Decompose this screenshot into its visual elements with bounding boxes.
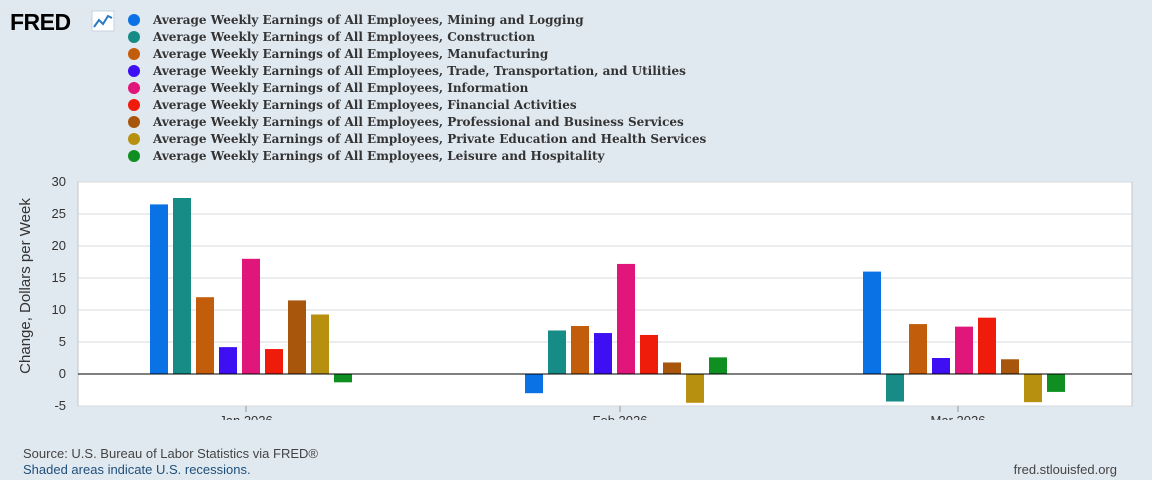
legend-label: Average Weekly Earnings of All Employees… (153, 12, 584, 27)
legend-label: Average Weekly Earnings of All Employees… (153, 80, 529, 95)
footer-source: Source: U.S. Bureau of Labor Statistics … (23, 446, 318, 478)
x-tick-label: Mar 2026 (931, 413, 986, 420)
legend-item[interactable]: Average Weekly Earnings of All Employees… (128, 28, 706, 45)
legend-item[interactable]: Average Weekly Earnings of All Employees… (128, 62, 706, 79)
legend-label: Average Weekly Earnings of All Employees… (153, 131, 707, 146)
legend-item[interactable]: Average Weekly Earnings of All Employees… (128, 96, 706, 113)
bar[interactable] (196, 297, 214, 374)
legend-swatch (128, 132, 140, 145)
y-tick-label: -5 (54, 398, 66, 413)
bar[interactable] (525, 374, 543, 394)
legend-item[interactable]: Average Weekly Earnings of All Employees… (128, 113, 706, 130)
source-text: Source: U.S. Bureau of Labor Statistics … (23, 446, 318, 461)
bar[interactable] (265, 349, 283, 374)
y-tick-label: 15 (52, 270, 66, 285)
x-tick-label: Feb 2026 (593, 413, 648, 420)
bar[interactable] (663, 362, 681, 374)
legend-swatch (128, 81, 140, 94)
y-tick-label: 0 (59, 366, 66, 381)
legend-label: Average Weekly Earnings of All Employees… (153, 29, 535, 44)
bar[interactable] (955, 326, 973, 374)
bar[interactable] (548, 330, 566, 374)
legend-item[interactable]: Average Weekly Earnings of All Employees… (128, 79, 706, 96)
y-tick-label: 5 (59, 334, 66, 349)
bar[interactable] (863, 271, 881, 374)
legend-label: Average Weekly Earnings of All Employees… (153, 114, 684, 129)
bar[interactable] (709, 357, 727, 374)
bar[interactable] (571, 326, 589, 374)
fred-logo[interactable]: FRED (10, 6, 120, 36)
bar[interactable] (1024, 374, 1042, 403)
fred-logo-text: FRED (10, 9, 71, 35)
bar[interactable] (932, 358, 950, 374)
legend-label: Average Weekly Earnings of All Employees… (153, 148, 605, 163)
bar[interactable] (1001, 359, 1019, 374)
bar[interactable] (594, 333, 612, 374)
x-axis-ticks: Jan 2026 Feb 2026 Mar 2026 (219, 406, 985, 420)
bar[interactable] (686, 374, 704, 403)
y-tick-label: 30 (52, 174, 66, 189)
bar[interactable] (242, 258, 260, 374)
y-tick-label: 20 (52, 238, 66, 253)
legend-item[interactable]: Average Weekly Earnings of All Employees… (128, 11, 706, 28)
bar[interactable] (219, 347, 237, 374)
y-tick-label: 10 (52, 302, 66, 317)
legend-label: Average Weekly Earnings of All Employees… (153, 97, 577, 112)
y-tick-label: 25 (52, 206, 66, 221)
y-axis-label: Change, Dollars per Week (17, 198, 34, 374)
legend-swatch (128, 13, 140, 26)
legend-swatch (128, 115, 140, 128)
bars (150, 198, 1065, 403)
bar[interactable] (886, 374, 904, 402)
legend-swatch (128, 98, 140, 111)
recession-note-link[interactable]: Shaded areas indicate U.S. recessions. (23, 462, 251, 477)
bar[interactable] (1047, 374, 1065, 392)
legend-swatch (128, 64, 140, 77)
bar[interactable] (311, 314, 329, 374)
bar[interactable] (334, 374, 352, 383)
bar[interactable] (288, 300, 306, 374)
legend-label: Average Weekly Earnings of All Employees… (153, 63, 686, 78)
bar[interactable] (150, 204, 168, 374)
legend-swatch (128, 47, 140, 60)
legend-swatch (128, 149, 140, 162)
site-url: fred.stlouisfed.org (1013, 462, 1117, 477)
line-chart-icon (91, 10, 115, 32)
legend-item[interactable]: Average Weekly Earnings of All Employees… (128, 130, 706, 147)
legend-swatch (128, 30, 140, 43)
bar[interactable] (640, 334, 658, 374)
bar[interactable] (909, 324, 927, 374)
bar[interactable] (173, 198, 191, 374)
legend-item[interactable]: Average Weekly Earnings of All Employees… (128, 45, 706, 62)
y-axis-ticks: -5 0 5 10 15 20 25 30 (52, 174, 66, 413)
chart-legend: Average Weekly Earnings of All Employees… (128, 11, 706, 164)
legend-label: Average Weekly Earnings of All Employees… (153, 46, 549, 61)
bar[interactable] (978, 317, 996, 374)
x-tick-label: Jan 2026 (219, 413, 273, 420)
bar[interactable] (617, 263, 635, 374)
legend-item[interactable]: Average Weekly Earnings of All Employees… (128, 147, 706, 164)
